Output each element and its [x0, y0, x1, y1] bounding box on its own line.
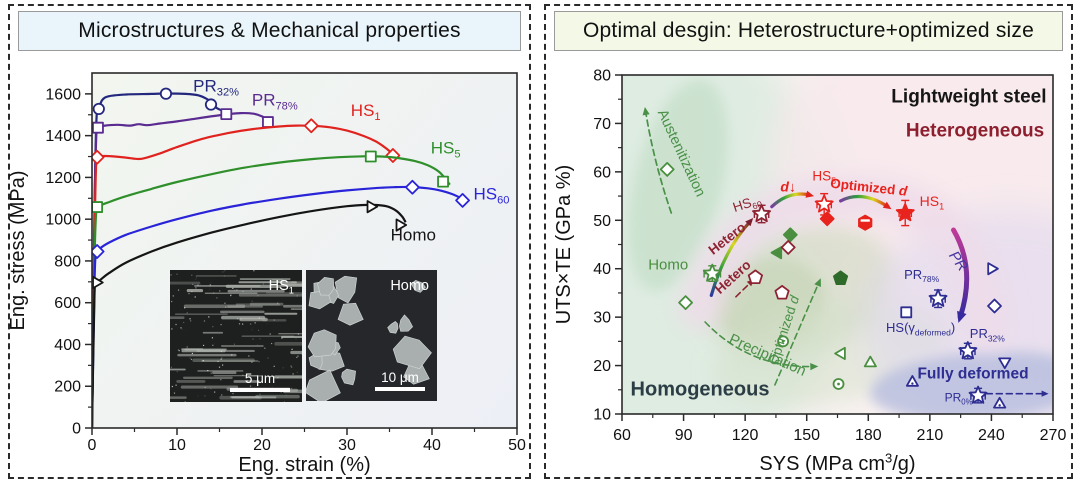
panel-title-left: Microstructures & Mechanical properties — [18, 11, 521, 51]
panel-microstructures: Microstructures & Mechanical properties — [8, 4, 531, 479]
panel-title-right: Optimal desgin: Heterostructure+optimize… — [554, 11, 1063, 51]
panel-optimal-design: Optimal desgin: Heterostructure+optimize… — [544, 4, 1073, 479]
